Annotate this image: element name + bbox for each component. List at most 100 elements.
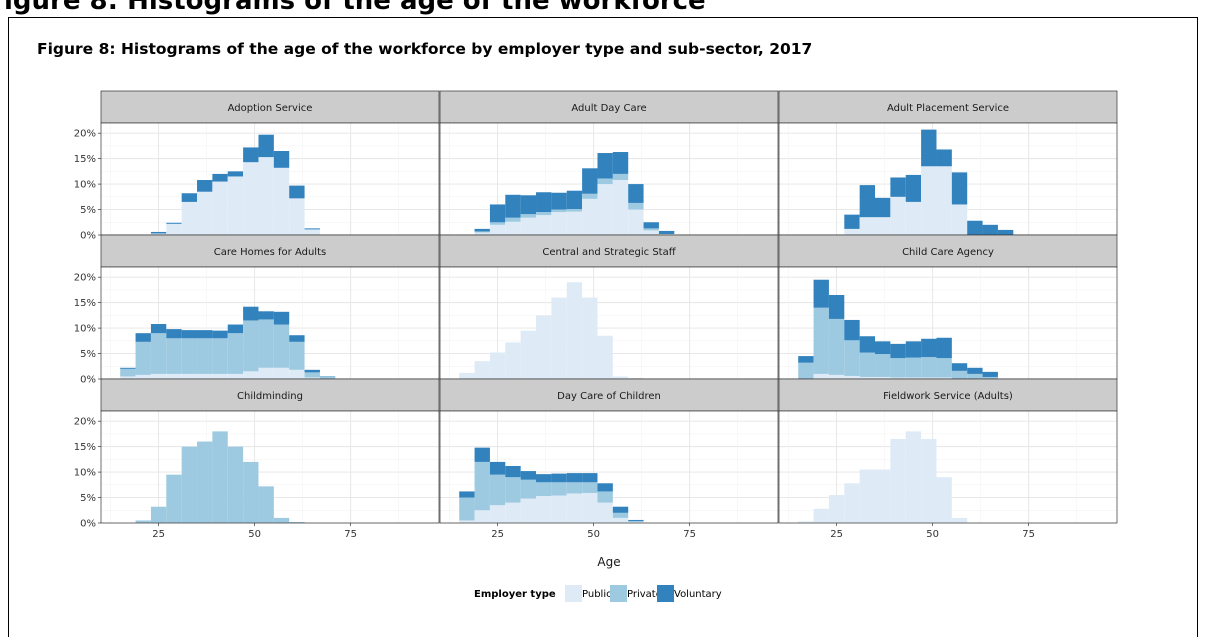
bar-private	[628, 520, 644, 522]
bar-public	[166, 373, 182, 379]
bar-voluntary	[227, 171, 244, 177]
panel-border	[778, 410, 1118, 524]
bar-public	[628, 521, 644, 523]
bar-voluntary	[597, 153, 613, 179]
bar-private	[566, 209, 583, 212]
legend-swatch-voluntary	[657, 585, 674, 602]
bar-voluntary	[798, 356, 814, 363]
bar-private	[227, 333, 244, 374]
bar-private	[304, 372, 320, 378]
bar-private	[166, 338, 182, 374]
bar-public	[612, 376, 629, 379]
bar-public	[227, 176, 244, 235]
bar-public	[489, 352, 506, 379]
legend-title: Employer type	[474, 589, 556, 600]
bar-voluntary	[150, 231, 167, 234]
bar-voluntary	[243, 306, 259, 321]
bar-private	[936, 358, 952, 378]
bar-public	[612, 517, 629, 523]
bar-public	[921, 377, 937, 379]
bar-voluntary	[859, 185, 876, 218]
bar-private	[551, 482, 567, 496]
bar-private	[273, 517, 290, 523]
bar-public	[474, 361, 490, 379]
bar-private	[520, 214, 537, 218]
bar-voluntary	[227, 324, 244, 334]
bar-voluntary	[304, 369, 320, 373]
x-tick-label: 75	[344, 529, 357, 540]
bar-voluntary	[997, 229, 1014, 235]
bar-public	[628, 209, 644, 235]
bar-public	[212, 373, 228, 379]
bar-public	[304, 377, 320, 379]
bar-voluntary	[813, 279, 829, 308]
bar-voluntary	[628, 519, 644, 521]
bar-public	[612, 180, 629, 235]
legend: Employer type Public Private Voluntary	[474, 585, 722, 602]
figure-frame	[8, 17, 1198, 637]
bar-public	[289, 369, 305, 379]
x-tick-label: 75	[1022, 529, 1035, 540]
panel-fieldwork-service-adults: Fieldwork Service (Adults)	[778, 378, 1118, 524]
bar-voluntary	[166, 329, 182, 339]
y-tick-label: 20%	[74, 273, 96, 284]
panel-strip-label: Adult Day Care	[571, 103, 646, 114]
bar-voluntary	[273, 311, 290, 325]
bar-private	[289, 341, 305, 370]
bar-public	[304, 229, 320, 235]
bar-private	[813, 307, 829, 374]
bar-voluntary	[936, 149, 952, 167]
bar-public	[597, 335, 613, 379]
x-axis-title: Age	[597, 555, 620, 569]
bar-public	[859, 376, 876, 379]
legend-label-voluntary: Voluntary	[674, 589, 722, 600]
bar-voluntary	[890, 343, 906, 359]
y-tick-label: 10%	[74, 324, 96, 335]
y-tick-label: 20%	[74, 417, 96, 428]
bar-private	[612, 512, 629, 518]
bar-voluntary	[905, 174, 922, 202]
panel-strip	[439, 90, 779, 124]
panel-strip-label: Adult Placement Service	[887, 103, 1009, 114]
panel-day-care-of-children: Day Care of Children	[439, 378, 779, 524]
panel-grid: Adoption Service 0% 5% 10% 15% 20% Adult Day C…	[74, 90, 1118, 530]
bar-private	[258, 319, 274, 368]
bar-public	[536, 215, 552, 235]
bar-voluntary	[890, 177, 906, 197]
bar-private	[258, 486, 274, 523]
bar-voluntary	[212, 330, 228, 339]
bar-public	[951, 517, 968, 523]
bar-private	[597, 178, 613, 185]
bar-voluntary	[459, 491, 475, 498]
bar-private	[982, 376, 998, 379]
bar-private	[212, 338, 228, 374]
x-tick-label: 50	[248, 529, 261, 540]
bar-public	[243, 371, 259, 379]
bar-public	[813, 373, 829, 379]
panel-strip-label: Adoption Service	[228, 103, 313, 114]
panel-adult-day-care: Adult Day Care	[439, 90, 779, 236]
panel-adoption-service: Adoption Service 0% 5% 10% 15% 20%	[74, 90, 440, 242]
y-tick-label: 15%	[74, 442, 96, 453]
bar-public	[551, 297, 567, 379]
bar-voluntary	[844, 214, 860, 229]
bar-voluntary	[658, 230, 675, 234]
figure-title: Figure 8: Histograms of the age of the w…	[37, 40, 813, 58]
bar-private	[505, 477, 521, 503]
bar-voluntary	[936, 337, 952, 359]
panel-central-and-strategic-staff: Central and Strategic Staff	[439, 234, 779, 380]
bar-voluntary	[967, 220, 983, 235]
bar-voluntary	[551, 473, 567, 483]
bar-public	[813, 508, 829, 523]
bar-public	[844, 375, 860, 379]
panel-care-homes-for-adults: Care Homes for Adults 0% 5% 10% 15% 20%	[74, 234, 440, 386]
bar-public	[243, 162, 259, 235]
panel-strip-label: Central and Strategic Staff	[542, 247, 676, 258]
x-tick-label: 25	[152, 529, 165, 540]
bar-private	[859, 352, 876, 377]
bar-voluntary	[828, 295, 845, 319]
bar-public	[197, 373, 213, 379]
bar-voluntary	[505, 465, 521, 478]
bar-public	[658, 233, 675, 235]
panel-strip-label: Day Care of Children	[557, 391, 661, 402]
